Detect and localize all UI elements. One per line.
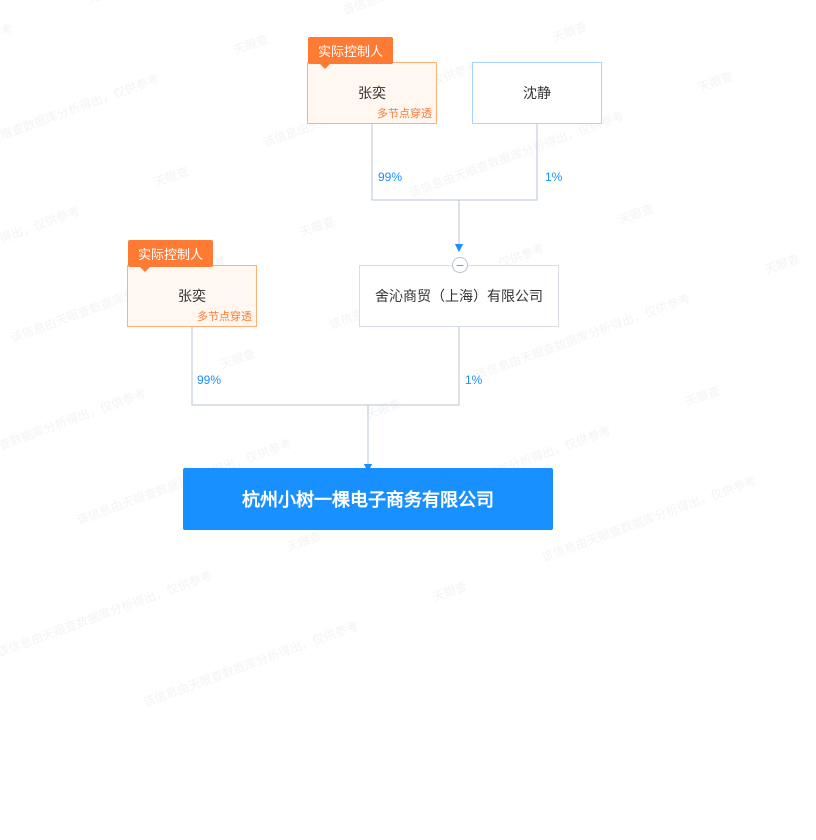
- node-target-company[interactable]: 杭州小树一棵电子商务有限公司: [183, 468, 553, 530]
- node-shenjing[interactable]: 沈静: [472, 62, 602, 124]
- diagram-canvas: 该信息由天眼查数据库分析得出，仅供参考天眼查该信息由天眼查数据库分析得出，仅供参…: [0, 0, 816, 590]
- node-label: 舍沁商贸（上海）有限公司: [361, 286, 557, 307]
- edge-pct-99-mid: 99%: [197, 373, 221, 387]
- badge-label: 实际控制人: [138, 247, 203, 262]
- node-zhangyi-top[interactable]: 实际控制人 张奕 多节点穿透: [307, 62, 437, 124]
- badge-actual-controller: 实际控制人: [308, 37, 393, 64]
- target-label: 杭州小树一棵电子商务有限公司: [242, 486, 494, 512]
- edge-pct-1-top: 1%: [545, 170, 562, 184]
- watermark-layer: 该信息由天眼查数据库分析得出，仅供参考天眼查该信息由天眼查数据库分析得出，仅供参…: [0, 0, 816, 840]
- node-sheqin-company[interactable]: − 舍沁商贸（上海）有限公司: [359, 265, 559, 327]
- edge-pct-99-top: 99%: [378, 170, 402, 184]
- node-label: 张奕: [358, 83, 386, 103]
- penetrate-label: 多节点穿透: [377, 105, 432, 121]
- node-label: 沈静: [523, 83, 551, 103]
- badge-label: 实际控制人: [318, 44, 383, 59]
- node-label: 张奕: [178, 286, 206, 306]
- expand-toggle-icon[interactable]: −: [452, 257, 468, 273]
- badge-actual-controller: 实际控制人: [128, 240, 213, 267]
- edge-pct-1-mid: 1%: [465, 373, 482, 387]
- node-zhangyi-mid[interactable]: 实际控制人 张奕 多节点穿透: [127, 265, 257, 327]
- penetrate-label: 多节点穿透: [197, 308, 252, 324]
